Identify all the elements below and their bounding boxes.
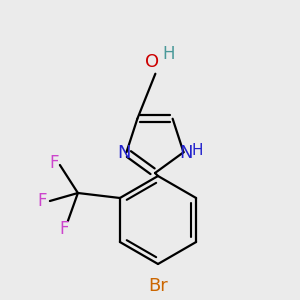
Text: O: O xyxy=(145,53,159,71)
Text: F: F xyxy=(49,154,58,172)
Text: N: N xyxy=(118,144,131,162)
Text: F: F xyxy=(59,220,69,238)
Text: H: H xyxy=(192,143,203,158)
Text: H: H xyxy=(162,45,175,63)
Text: N: N xyxy=(179,144,192,162)
Text: Br: Br xyxy=(148,277,168,295)
Text: F: F xyxy=(37,192,46,210)
